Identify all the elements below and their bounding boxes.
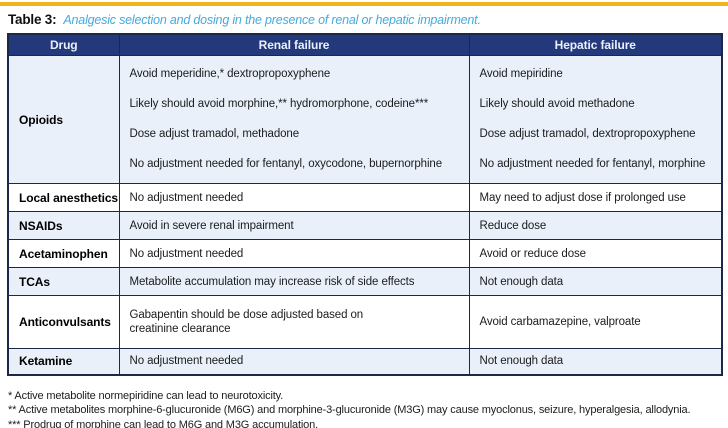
table-caption-row: Table 3: Analgesic selection and dosing … — [8, 12, 720, 27]
header-row: Drug Renal failure Hepatic failure — [7, 33, 723, 56]
footnote-2: ** Active metabolites morphine-6-glucuro… — [8, 404, 691, 416]
column-header-hepatic-failure: Hepatic failure — [468, 33, 723, 56]
renal-cell: Avoid meperidine,* dextropropoxyphene Li… — [118, 55, 470, 184]
cell-line: Avoid meperidine,* dextropropoxyphene — [129, 68, 331, 80]
drug-name: TCAs — [7, 267, 120, 296]
drug-name: Anticonvulsants — [7, 295, 120, 349]
hepatic-cell: Not enough data — [468, 267, 723, 296]
table-row-opioids: Opioids Avoid meperidine,* dextropropoxy… — [7, 55, 723, 184]
table-row-acetaminophen: Acetaminophen No adjustment needed Avoid… — [7, 239, 723, 268]
cell-line: Dose adjust tramadol, methadone — [129, 128, 300, 140]
table-row-nsaids: NSAIDs Avoid in severe renal impairment … — [7, 211, 723, 240]
footnotes: * Active metabolite normepiridine can le… — [8, 389, 720, 428]
renal-cell: No adjustment needed — [118, 348, 470, 375]
footnote-1: * Active metabolite normepiridine can le… — [8, 389, 284, 402]
top-accent-bar — [0, 2, 728, 6]
drug-name: Local anesthetics — [7, 183, 120, 212]
hepatic-cell: Reduce dose — [468, 211, 723, 240]
cell-line: Likely should avoid morphine,** hydromor… — [129, 98, 429, 110]
table-number-label: Table 3: — [8, 12, 57, 27]
footnote-3: *** Prodrug of morphine can lead to M6G … — [8, 418, 319, 428]
renal-cell: Gabapentin should be dose adjusted based… — [118, 295, 470, 349]
drug-name: Acetaminophen — [7, 239, 120, 268]
cell-line: No adjustment needed for fentanyl, morph… — [479, 158, 706, 170]
hepatic-cell: May need to adjust dose if prolonged use — [468, 183, 723, 212]
analgesic-dosing-table: Drug Renal failure Hepatic failure Opioi… — [7, 33, 723, 376]
drug-name: Ketamine — [7, 348, 120, 375]
renal-cell-lines: Avoid meperidine,* dextropropoxyphene Li… — [130, 56, 469, 183]
hepatic-cell: Not enough data — [468, 348, 723, 375]
table-row-ketamine: Ketamine No adjustment needed Not enough… — [7, 348, 723, 375]
table-row-anticonvulsants: Anticonvulsants Gabapentin should be dos… — [7, 295, 723, 349]
renal-cell: Avoid in severe renal impairment — [118, 211, 470, 240]
hepatic-cell: Avoid or reduce dose — [468, 239, 723, 268]
table-row-tcas: TCAs Metabolite accumulation may increas… — [7, 267, 723, 296]
renal-cell-text: Gabapentin should be dose adjusted based… — [129, 309, 364, 335]
drug-name: NSAIDs — [7, 211, 120, 240]
column-header-renal-failure: Renal failure — [118, 33, 470, 56]
renal-cell: No adjustment needed — [118, 183, 470, 212]
cell-line: No adjustment needed for fentanyl, oxyco… — [129, 158, 443, 170]
drug-name: Opioids — [7, 55, 120, 184]
renal-cell: Metabolite accumulation may increase ris… — [118, 267, 470, 296]
cell-line: Avoid mepiridine — [479, 68, 563, 80]
hepatic-cell-lines: Avoid mepiridine Likely should avoid met… — [480, 56, 722, 183]
hepatic-cell: Avoid mepiridine Likely should avoid met… — [468, 55, 723, 184]
table-caption-text: Analgesic selection and dosing in the pr… — [63, 13, 481, 27]
column-header-drug: Drug — [7, 33, 120, 56]
cell-line: Likely should avoid methadone — [479, 98, 635, 110]
cell-line: Dose adjust tramadol, dextropropoxyphene — [479, 128, 696, 140]
renal-cell: No adjustment needed — [118, 239, 470, 268]
hepatic-cell: Avoid carbamazepine, valproate — [468, 295, 723, 349]
table-row-local-anesthetics: Local anesthetics No adjustment needed M… — [7, 183, 723, 212]
